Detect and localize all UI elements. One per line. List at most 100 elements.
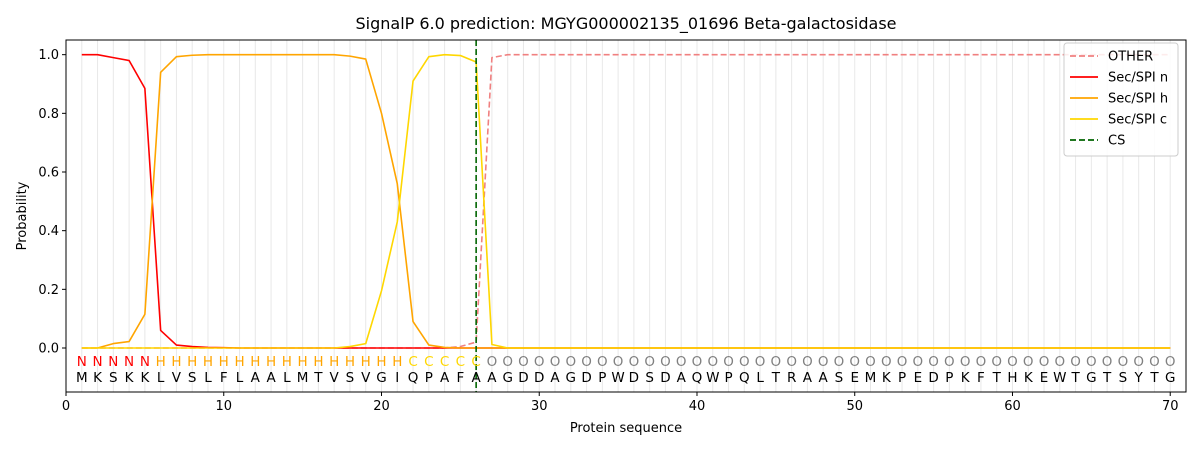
sequence-letter: T [313, 370, 323, 386]
region-label: O [928, 354, 939, 370]
legend-label: CS [1108, 134, 1125, 149]
y-axis-label: Probability [15, 181, 30, 250]
sequence-letter: A [803, 370, 813, 386]
sequence-letter: L [283, 370, 291, 386]
sequence-letter: P [598, 370, 606, 386]
plot-frame [65, 39, 1187, 393]
region-label: O [1118, 354, 1129, 370]
region-label: O [676, 354, 687, 370]
sequence-letter: S [835, 370, 844, 386]
region-label: O [786, 354, 797, 370]
region-label: O [502, 354, 513, 370]
sequence-letter: L [236, 370, 244, 386]
region-label: O [1039, 354, 1050, 370]
sequence-letter: M [865, 370, 877, 386]
sequence-letter: Q [692, 370, 703, 386]
region-label: O [1054, 354, 1065, 370]
region-label: O [1165, 354, 1176, 370]
region-label: N [92, 354, 102, 370]
sequence-letter: K [961, 370, 971, 386]
region-label: O [629, 354, 640, 370]
legend: OTHER Sec/SPI n Sec/SPI h Sec/SPI c CS [1063, 42, 1179, 157]
region-label: H [376, 354, 386, 370]
sequence-letter: S [645, 370, 654, 386]
region-label: O [771, 354, 782, 370]
y-tick-label: 0.4 [38, 224, 59, 239]
region-label: C [440, 354, 449, 370]
region-label: O [581, 354, 592, 370]
y-tick-label: 0.8 [38, 107, 59, 122]
region-label: O [755, 354, 766, 370]
region-label: O [976, 354, 987, 370]
region-label: O [818, 354, 829, 370]
region-label: N [108, 354, 118, 370]
region-label: O [1007, 354, 1018, 370]
region-label: O [660, 354, 671, 370]
y-tick-label: 1.0 [38, 48, 59, 63]
sequence-letter: S [1119, 370, 1128, 386]
region-label: O [834, 354, 845, 370]
sequence-letter: F [220, 370, 228, 386]
region-label: O [802, 354, 813, 370]
series-line-sec-spi-c [81, 53, 1171, 349]
chart-title: SignalP 6.0 prediction: MGYG000002135_01… [355, 14, 896, 34]
legend-label: Sec/SPI c [1108, 113, 1167, 128]
sequence-letter: K [1024, 370, 1034, 386]
region-label: O [865, 354, 876, 370]
sequence-letter: S [109, 370, 118, 386]
x-tick-label: 50 [846, 399, 863, 414]
sequence-letter: W [706, 370, 719, 386]
region-label: O [1070, 354, 1081, 370]
sequence-letter: S [346, 370, 355, 386]
region-label: O [881, 354, 892, 370]
sequence-letter: W [1053, 370, 1066, 386]
region-label: O [849, 354, 860, 370]
sequence-letter: D [518, 370, 528, 386]
sequence-letter: H [1007, 370, 1017, 386]
x-tick-label: 70 [1162, 399, 1179, 414]
region-label: O [487, 354, 498, 370]
sequence-letter: K [882, 370, 892, 386]
region-label: O [1086, 354, 1097, 370]
region-label: O [739, 354, 750, 370]
sequence-letter: G [1165, 370, 1175, 386]
sequence-letter: T [1070, 370, 1080, 386]
region-label: O [692, 354, 703, 370]
region-label: C [408, 354, 417, 370]
x-tick-label: 0 [62, 399, 70, 414]
region-label: H [361, 354, 371, 370]
sequence-letter: R [787, 370, 796, 386]
sequence-letter: Y [1134, 370, 1144, 386]
sequence-letter: L [157, 370, 165, 386]
sequence-letter: A [251, 370, 261, 386]
sequence-letter: T [992, 370, 1002, 386]
legend-label: Sec/SPI h [1108, 92, 1168, 107]
x-axis-label: Protein sequence [570, 421, 682, 436]
region-label: O [1133, 354, 1144, 370]
sequence-letter: M [297, 370, 309, 386]
sequence-letter: K [140, 370, 150, 386]
region-label: O [1102, 354, 1113, 370]
sequence-letter: W [611, 370, 624, 386]
sequence-letter: F [456, 370, 464, 386]
x-tick-label: 40 [689, 399, 706, 414]
sequence-letter: V [361, 370, 371, 386]
sequence-letter: K [93, 370, 103, 386]
region-label: H [329, 354, 339, 370]
sequence-letter: G [376, 370, 386, 386]
x-tick-label: 60 [1004, 399, 1021, 414]
region-label: H [266, 354, 276, 370]
region-label: N [77, 354, 87, 370]
region-label: H [282, 354, 292, 370]
sequence-letter: P [898, 370, 906, 386]
region-label: H [298, 354, 308, 370]
sequence-letter: P [945, 370, 953, 386]
sequence-letter: G [1086, 370, 1096, 386]
sequence-letter: V [330, 370, 340, 386]
sequence-letter: G [566, 370, 576, 386]
y-tick-label: 0.0 [38, 342, 59, 357]
region-label: C [456, 354, 465, 370]
x-tick-label: 20 [373, 399, 390, 414]
